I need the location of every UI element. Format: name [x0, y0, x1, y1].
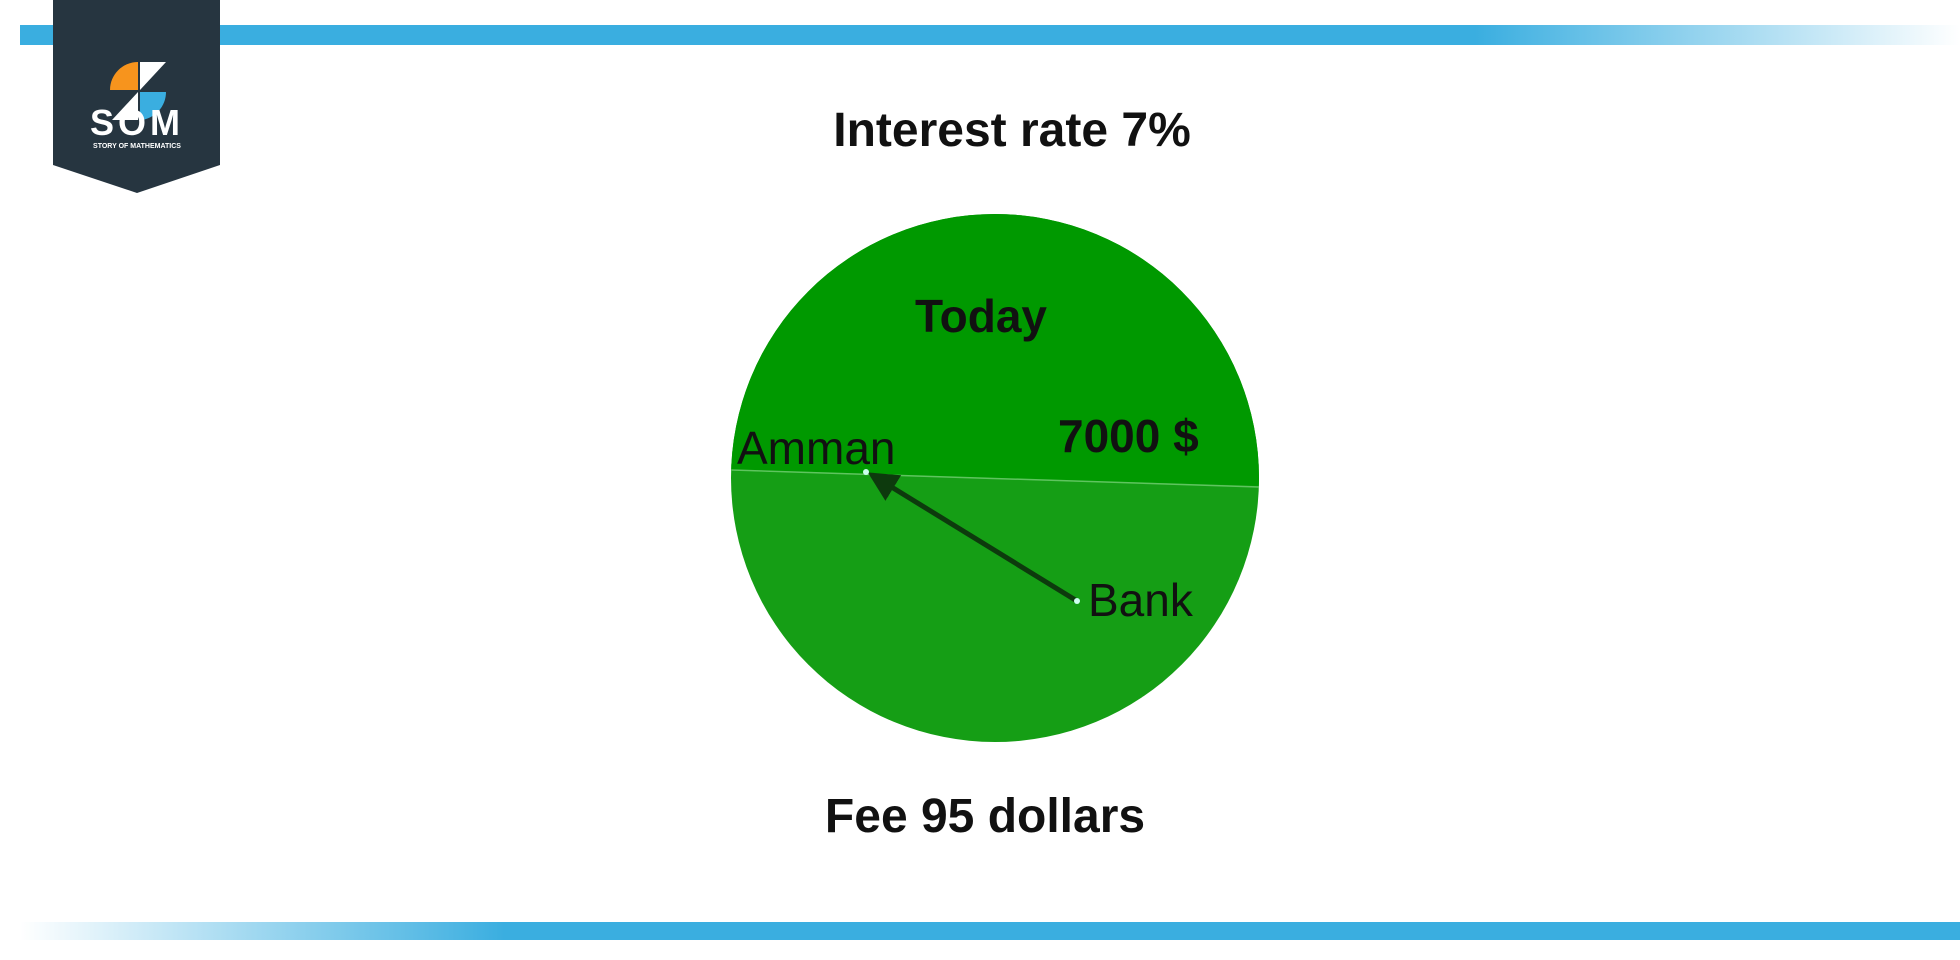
amman-point [863, 469, 869, 475]
bank-point [1074, 598, 1080, 604]
bank-label: Bank [1088, 574, 1194, 626]
pie-divider [731, 469, 1259, 488]
amount-label: 7000 $ [1058, 410, 1199, 462]
transfer-arrow [867, 472, 1079, 604]
som-logo: SOM STORY OF MATHEMATICS [53, 0, 220, 193]
pie-circle [731, 214, 1259, 742]
today-label: Today [915, 290, 1047, 342]
logo-subtext: STORY OF MATHEMATICS [93, 143, 181, 150]
fee-caption: Fee 95 dollars [825, 790, 1145, 843]
logo-blue-quarter [140, 92, 167, 120]
pie-top-half [731, 214, 1259, 487]
top-accent-bar [20, 25, 1960, 45]
bottom-accent-bar [20, 922, 1960, 940]
amman-label: Amman [737, 422, 895, 474]
logo-text: SOM [90, 102, 184, 143]
diagram-title: Interest rate 7% [833, 104, 1191, 157]
logo-orange-quarter [110, 62, 138, 90]
